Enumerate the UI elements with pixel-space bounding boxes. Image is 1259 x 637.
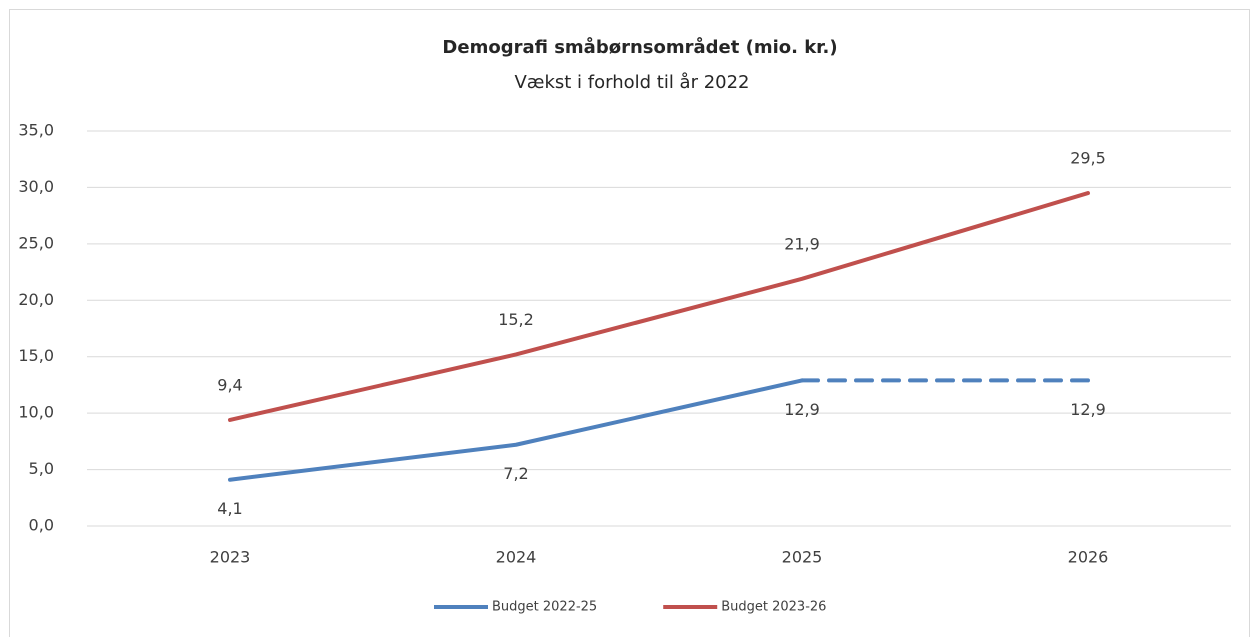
chart-title: Demografi småbørnsområdet (mio. kr.) — [442, 36, 837, 58]
data-label: 9,4 — [217, 375, 242, 394]
y-tick-label: 0,0 — [29, 516, 54, 535]
line-series — [228, 191, 1090, 422]
x-tick-label: 2026 — [1068, 548, 1109, 567]
data-label: 4,1 — [217, 499, 242, 518]
y-tick-label: 15,0 — [18, 346, 54, 365]
y-tick-label: 30,0 — [18, 177, 54, 196]
legend-label: Budget 2022-25 — [492, 600, 597, 615]
chart-subtitle: Vækst i forhold til år 2022 — [514, 72, 749, 93]
data-label: 7,2 — [503, 464, 528, 483]
y-tick-label: 5,0 — [29, 459, 54, 478]
x-tick-label: 2025 — [782, 548, 823, 567]
data-label: 21,9 — [784, 234, 820, 253]
y-tick-label: 35,0 — [18, 121, 54, 140]
data-label: 15,2 — [498, 310, 534, 329]
legend-label: Budget 2023-26 — [721, 600, 826, 615]
data-label: 12,9 — [1070, 400, 1106, 419]
x-tick-label: 2023 — [210, 548, 251, 567]
y-tick-label: 10,0 — [18, 403, 54, 422]
line-series — [228, 378, 804, 482]
y-tick-label: 25,0 — [18, 233, 54, 252]
x-tick-label: 2024 — [496, 548, 537, 567]
data-label: 29,5 — [1070, 149, 1106, 168]
data-label: 12,9 — [784, 400, 820, 419]
y-tick-label: 20,0 — [18, 290, 54, 309]
